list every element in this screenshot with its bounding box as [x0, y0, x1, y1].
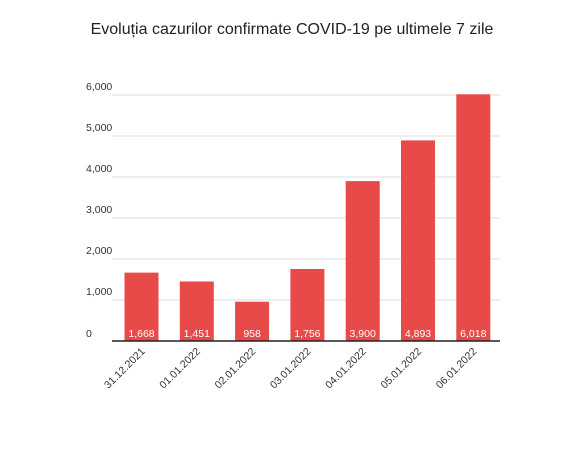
- bar: [345, 181, 380, 341]
- x-tick-label: 31.12.2021: [102, 346, 148, 392]
- y-tick-label: 4,000: [86, 163, 112, 175]
- chart-title: Evoluția cazurilor confirmate COVID-19 p…: [91, 21, 494, 38]
- bar: [456, 94, 491, 342]
- bar: [179, 281, 214, 341]
- bar: [401, 140, 435, 341]
- data-label: 1,668: [128, 328, 154, 340]
- y-axis-ticks: 0 1,000 2,000 3,000 4,000 5,000 6,000: [86, 81, 112, 340]
- y-tick-label: 3,000: [86, 204, 112, 216]
- data-label: 958: [243, 328, 261, 340]
- x-tick-label: 03.01.2022: [268, 346, 314, 392]
- x-tick-label: 02.01.2022: [213, 346, 259, 392]
- x-tick-label: 01.01.2022: [157, 346, 203, 392]
- data-label: 3,900: [350, 328, 376, 340]
- bar: [124, 272, 159, 341]
- x-tick-label: 04.01.2022: [323, 346, 369, 392]
- y-tick-label: 2,000: [86, 245, 112, 257]
- data-label: 4,893: [405, 328, 431, 340]
- bar: [235, 301, 270, 341]
- y-tick-label: 6,000: [86, 81, 112, 93]
- x-axis-ticks: 31.12.2021 01.01.2022 02.01.2022 03.01.2022…: [102, 346, 480, 392]
- x-tick-label: 05.01.2022: [378, 346, 424, 392]
- gridlines: [112, 94, 500, 301]
- data-label: 6,018: [460, 328, 486, 340]
- bars: [124, 94, 491, 342]
- y-tick-label: 1,000: [86, 286, 112, 298]
- bar: [290, 269, 325, 341]
- data-labels: 1,668 1,451 958 1,756 3,900 4,893 6,018: [128, 328, 486, 340]
- data-label: 1,756: [294, 328, 320, 340]
- y-tick-label: 0: [86, 328, 92, 340]
- y-tick-label: 5,000: [86, 122, 112, 134]
- x-tick-label: 06.01.2022: [434, 346, 480, 392]
- data-label: 1,451: [184, 328, 210, 340]
